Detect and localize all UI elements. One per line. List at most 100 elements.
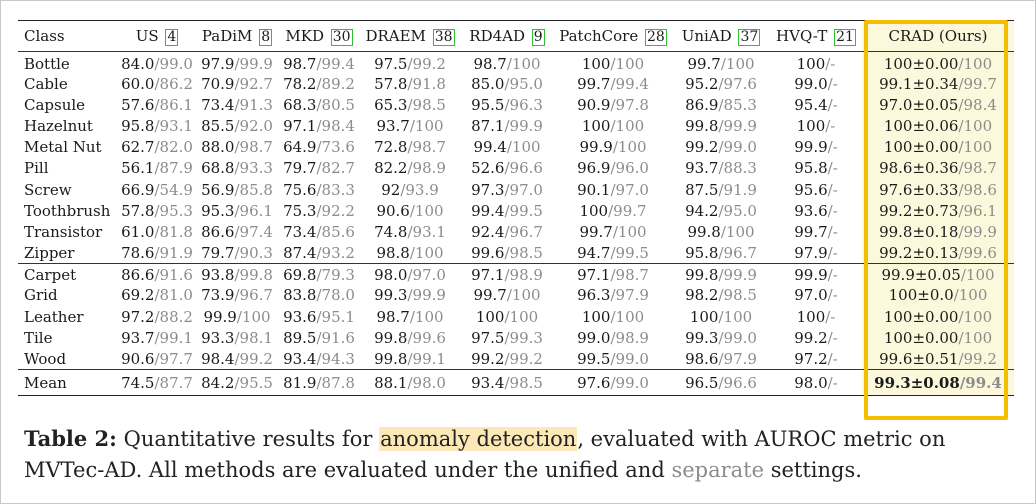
score-cell: 99.3/99.0 (672, 327, 770, 348)
unified-score: 97.1 (283, 116, 317, 135)
score-cell: 97.5/99.2 (360, 52, 460, 73)
score-cell: 99.2/- (770, 327, 862, 348)
table-body: Bottle 84.0/99.0 97.9/99.9 98.7/99.4 97.5/99… (18, 51, 1014, 397)
unified-score: 56.9 (201, 180, 235, 199)
score-cell: 90.9/97.8 (554, 94, 672, 115)
separate-score: /- (827, 201, 838, 220)
citation-link[interactable]: 37 (738, 28, 761, 46)
separate-score: /87.9 (154, 159, 193, 178)
results-table-container: Class US 4 PaDiM 8 MKD 30 DRAEM 38 RD4AD 9 Pat… (18, 20, 1016, 397)
score-cell: 56.1/87.9 (118, 158, 196, 179)
score-cell: 97.1/98.4 (278, 115, 360, 136)
separate-score: /88.3 (718, 159, 757, 178)
unified-score: 100 (581, 116, 611, 135)
separate-score: /100 (612, 222, 647, 241)
score-cell: 93.7/88.3 (672, 158, 770, 179)
unified-score: 93.4 (471, 373, 505, 392)
citation-link[interactable]: 21 (834, 28, 856, 46)
score-cell: 100/- (770, 52, 862, 73)
unified-score: 97.0 (794, 286, 828, 305)
separate-score: /95.1 (316, 307, 355, 326)
column-header: PaDiM 8 (196, 20, 278, 52)
unified-score: 87.5 (685, 180, 719, 199)
separate-score: /91.6 (316, 328, 355, 347)
unified-score: 97.0±0.05 (879, 95, 959, 114)
score-cell: 95.4/- (770, 94, 862, 115)
unified-score: 73.4 (283, 222, 317, 241)
separate-score: /- (827, 138, 838, 157)
column-header: MKD 30 (278, 20, 360, 52)
unified-score: 99.8 (685, 265, 719, 284)
score-cell: 99.5/99.0 (554, 348, 672, 369)
separate-score: /100 (612, 138, 647, 157)
unified-score: 99.8 (374, 328, 408, 347)
score-cell: 99.0/98.9 (554, 327, 672, 348)
unified-score: 100±0.00 (883, 138, 959, 157)
unified-score: 78.2 (283, 74, 317, 93)
score-cell: 93.7/100 (360, 115, 460, 136)
column-header-label: CRAD (Ours) (888, 27, 988, 45)
separate-score: /99.9 (718, 116, 757, 135)
unified-score: 69.2 (121, 286, 155, 305)
column-header-label: HVQ-T (776, 26, 828, 45)
unified-score: 96.5 (685, 373, 719, 392)
separate-score: /99.2 (504, 349, 543, 368)
crad-score-cell: 99.9±0.05/100 (862, 263, 1014, 285)
citation-link[interactable]: 8 (259, 28, 273, 46)
unified-score: 97.9 (201, 55, 235, 73)
score-cell: 64.9/73.6 (278, 137, 360, 158)
unified-score: 100 (689, 307, 719, 326)
crad-score-cell: 97.6±0.33/98.6 (862, 178, 1014, 201)
citation-link[interactable]: 28 (644, 28, 667, 46)
unified-score: 99.4 (473, 138, 507, 157)
score-cell: 68.3/80.5 (278, 94, 360, 115)
separate-score: /98.6 (958, 180, 997, 199)
separate-score: /98.1 (234, 328, 273, 347)
score-cell: 99.2/99.2 (460, 348, 554, 369)
unified-score: 99.9±0.05 (881, 265, 961, 284)
score-cell: 88.1/98.0 (360, 369, 460, 397)
citation-link[interactable]: 38 (432, 28, 455, 46)
score-cell: 84.0/99.0 (118, 52, 196, 73)
unified-score: 87.4 (283, 243, 317, 262)
separate-score: /98.7 (610, 265, 649, 284)
separate-score: /85.8 (234, 180, 273, 199)
unified-score: 98.7 (473, 55, 507, 73)
separate-score: /99.2 (407, 55, 446, 73)
score-cell: 99.4/99.5 (460, 200, 554, 221)
citation-link[interactable]: 30 (330, 28, 353, 46)
separate-score: /92.7 (234, 74, 273, 93)
crad-score-cell: 100±0.00/100 (862, 136, 1014, 158)
unified-score: 96.9 (577, 159, 611, 178)
score-cell: 87.4/93.2 (278, 243, 360, 264)
separate-score: /99.0 (718, 138, 757, 157)
score-cell: 99.4/100 (460, 137, 554, 158)
unified-score: 100 (475, 307, 505, 326)
unified-score: 57.6 (121, 95, 155, 114)
separate-score: /100 (504, 307, 539, 326)
unified-score: 98.0 (794, 373, 828, 392)
score-cell: 60.0/86.2 (118, 73, 196, 94)
score-cell: 96.5/96.6 (672, 369, 770, 397)
separate-score: /81.0 (154, 286, 193, 305)
citation-link[interactable]: 9 (531, 28, 545, 46)
column-header-label: Class (24, 27, 65, 45)
crad-score-cell: 100±0.00/100 (862, 327, 1014, 349)
column-header-label: DRAEM (365, 26, 426, 45)
score-cell: 98.8/100 (360, 243, 460, 264)
crad-score-cell: 99.2±0.73/96.1 (862, 200, 1014, 222)
separate-score: /97.6 (718, 74, 757, 93)
score-cell: 100/100 (554, 52, 672, 73)
table-row: Wood 90.6/97.7 98.4/99.2 93.4/94.3 99.8/99.1… (18, 348, 1014, 370)
column-header: UniAD 37 (672, 20, 770, 52)
score-cell: 97.6/99.0 (554, 369, 672, 397)
unified-score: 97.3 (471, 180, 505, 199)
separate-score: /79.3 (316, 265, 355, 284)
separate-score: /98.5 (504, 243, 543, 262)
unified-score: 62.7 (121, 138, 155, 157)
score-cell: 73.4/85.6 (278, 221, 360, 242)
citation-link[interactable]: 4 (165, 28, 179, 46)
unified-score: 98.4 (201, 349, 235, 368)
crad-score-cell: 99.2±0.13/99.6 (862, 242, 1014, 264)
separate-score: /- (827, 373, 838, 392)
